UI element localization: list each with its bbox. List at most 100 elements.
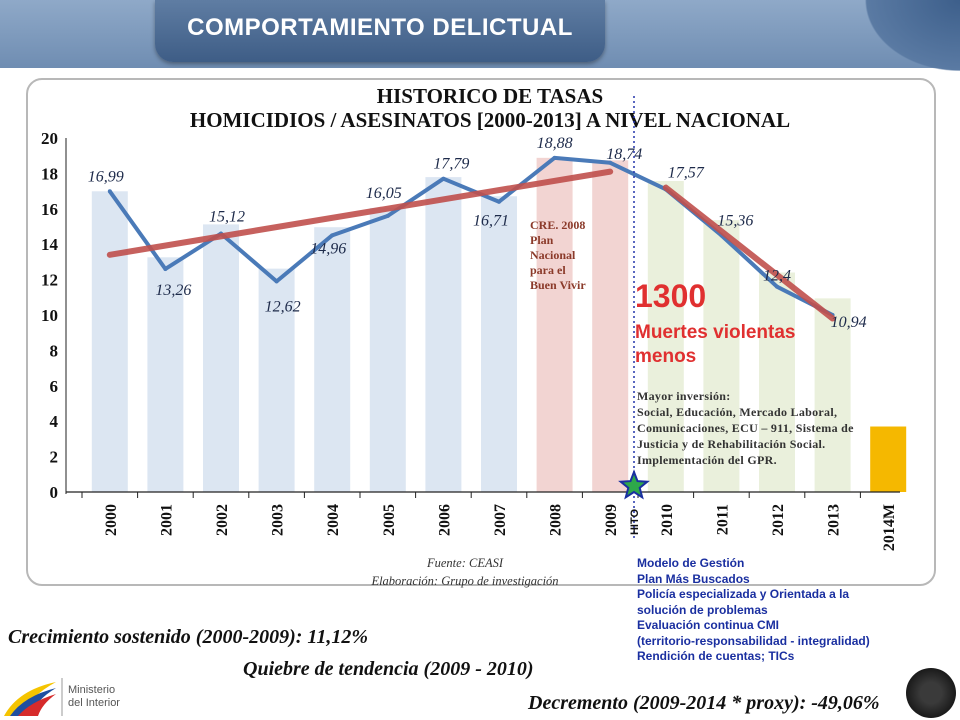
x-category-label: 2013 [826, 504, 843, 536]
bar [258, 268, 295, 492]
x-category-label: 2006 [436, 504, 453, 536]
bar [536, 157, 573, 492]
inversion-line-1: Social, Educación, Mercado Laboral, [637, 405, 838, 419]
data-label: 17,79 [433, 156, 469, 173]
police-seal [906, 668, 956, 718]
source-fuente: Fuente: CEASI [426, 556, 503, 570]
chart-title: HISTORICO DE TASAS [376, 84, 604, 108]
model-note: Modelo de Gestión Plan Más Buscados Policí… [637, 556, 937, 665]
trend-line-growth [106, 168, 614, 258]
series-point [274, 279, 279, 284]
series-point [775, 284, 779, 289]
header-tab [155, 0, 605, 62]
ministry-logo [4, 678, 63, 716]
data-label: 18,74 [606, 146, 642, 163]
data-label: 15,36 [717, 212, 753, 229]
bar [481, 196, 517, 492]
statement-growth: Crecimiento sostenido (2000-2009): 11,12… [8, 626, 368, 648]
y-tick-label: 10 [41, 306, 58, 325]
x-category-label: 2003 [270, 504, 287, 536]
x-category-label: 2010 [659, 504, 676, 536]
hito-label: HITO [629, 509, 641, 536]
data-label: 18,88 [537, 135, 573, 152]
series-point [441, 176, 446, 181]
modelo-line-6: Rendición de cuentas; TICs [637, 649, 795, 663]
modelo-line-4: Evaluación continua CMI [637, 618, 780, 632]
modelo-line-0: Modelo de Gestión [637, 556, 745, 570]
modelo-line-1: Plan Más Buscados [637, 571, 750, 586]
bar [647, 181, 684, 493]
series-point [107, 189, 112, 194]
x-category-label: 2012 [770, 504, 787, 536]
cre-line-2: Nacional [530, 248, 576, 262]
data-label: 13,26 [155, 282, 191, 299]
y-tick-label: 8 [50, 341, 59, 360]
y-tick-label: 6 [50, 377, 59, 396]
y-tick-label: 4 [50, 412, 59, 431]
inversion-line-4: Implementación del GPR. [637, 453, 777, 467]
chart-subtitle: HOMICIDIOS / ASESINATOS [2000-2013] A NI… [189, 108, 791, 132]
x-category-label: 2000 [103, 504, 120, 536]
x-category-label: 2007 [492, 504, 509, 536]
bar [814, 298, 851, 492]
big-caption: Muertes violentas menos [635, 322, 796, 367]
source-elaboracion: Elaboración: Grupo de investigación [371, 574, 559, 588]
data-label: 15,12 [209, 209, 245, 226]
star-icon [618, 469, 650, 500]
bar [369, 207, 406, 493]
series-point [608, 160, 613, 165]
investment-note: Mayor inversión: Social, Educación, Merca… [637, 388, 927, 468]
logo-line1: Ministerio [68, 684, 116, 696]
data-label: 16,05 [366, 185, 402, 202]
series-point [497, 199, 501, 204]
y-tick-label: 18 [41, 164, 58, 183]
statement-decline: Decremento (2009-2014 * proxy): -49,06% [528, 692, 880, 714]
x-category-label: 2014M [881, 504, 898, 551]
cre-note: CRE. 2008 Plan Nacional para el Buen Vivir [530, 218, 610, 293]
series-point [163, 266, 168, 271]
x-category-label: 2011 [714, 504, 731, 535]
x-category-label: 2005 [381, 504, 398, 536]
big-number: 1300 [635, 278, 707, 314]
logo-line2: del Interior [68, 697, 120, 709]
bar [870, 426, 907, 492]
data-label: 16,99 [88, 168, 124, 185]
data-label: 16,71 [473, 213, 509, 230]
inversion-line-2: Comunicaciones, ECU – 911, Sistema de [637, 421, 854, 435]
inversion-line-0: Mayor inversión: [637, 389, 731, 403]
y-tick-label: 14 [41, 235, 59, 254]
data-label: 10,94 [831, 314, 867, 331]
cre-line-0: CRE. 2008 [530, 218, 586, 232]
x-category-label: 2002 [214, 504, 231, 536]
y-tick-label: 16 [41, 200, 58, 219]
statement-break: Quiebre de tendencia (2009 - 2010) [243, 658, 534, 680]
trend-line-decline [662, 184, 836, 322]
bar [314, 227, 351, 492]
y-tick-label: 0 [50, 483, 59, 502]
series-point [330, 233, 335, 238]
bar [703, 220, 740, 493]
data-label: 17,57 [668, 164, 705, 181]
bar [203, 224, 239, 492]
data-label: 14,96 [310, 240, 346, 257]
series-point [385, 213, 390, 218]
cre-line-1: Plan [530, 233, 554, 247]
bar [425, 177, 462, 492]
cre-line-4: Buen Vivir [530, 278, 586, 292]
y-tick-label: 2 [50, 448, 59, 467]
x-category-label: 2004 [325, 504, 342, 536]
logo-text: Ministerio del Interior [68, 684, 120, 710]
bar [592, 160, 629, 492]
cre-line-3: para el [530, 263, 566, 277]
data-label: 12,4 [763, 268, 791, 285]
header-swoosh [840, 0, 960, 90]
modelo-line-2: Policía especializada y Orientada a la [637, 587, 850, 601]
modelo-line-5: (territorio-responsabilidad - integralid… [637, 633, 870, 648]
data-label: 12,62 [265, 298, 301, 315]
x-category-label: 2009 [603, 504, 620, 536]
page-title: COMPORTAMIENTO DELICTUAL [187, 14, 573, 41]
series-point [552, 155, 557, 160]
modelo-line-3: solución de problemas [637, 602, 768, 617]
bar [147, 257, 184, 492]
